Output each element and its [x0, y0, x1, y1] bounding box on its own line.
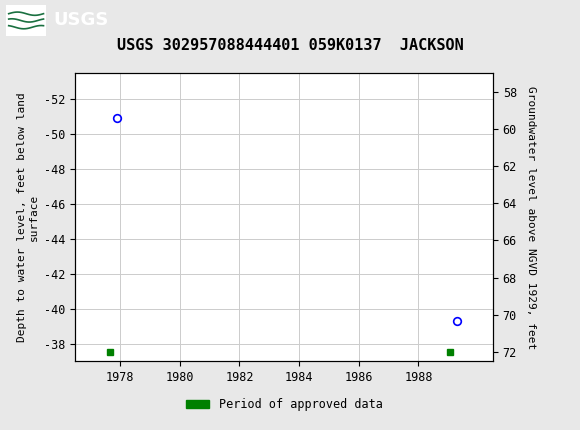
Text: USGS: USGS [53, 12, 108, 29]
FancyBboxPatch shape [6, 5, 46, 36]
Text: USGS 302957088444401 059K0137  JACKSON: USGS 302957088444401 059K0137 JACKSON [117, 38, 463, 52]
Y-axis label: Depth to water level, feet below land
surface: Depth to water level, feet below land su… [17, 92, 39, 342]
Legend: Period of approved data: Period of approved data [181, 393, 387, 416]
Y-axis label: Groundwater level above NGVD 1929, feet: Groundwater level above NGVD 1929, feet [527, 86, 536, 349]
